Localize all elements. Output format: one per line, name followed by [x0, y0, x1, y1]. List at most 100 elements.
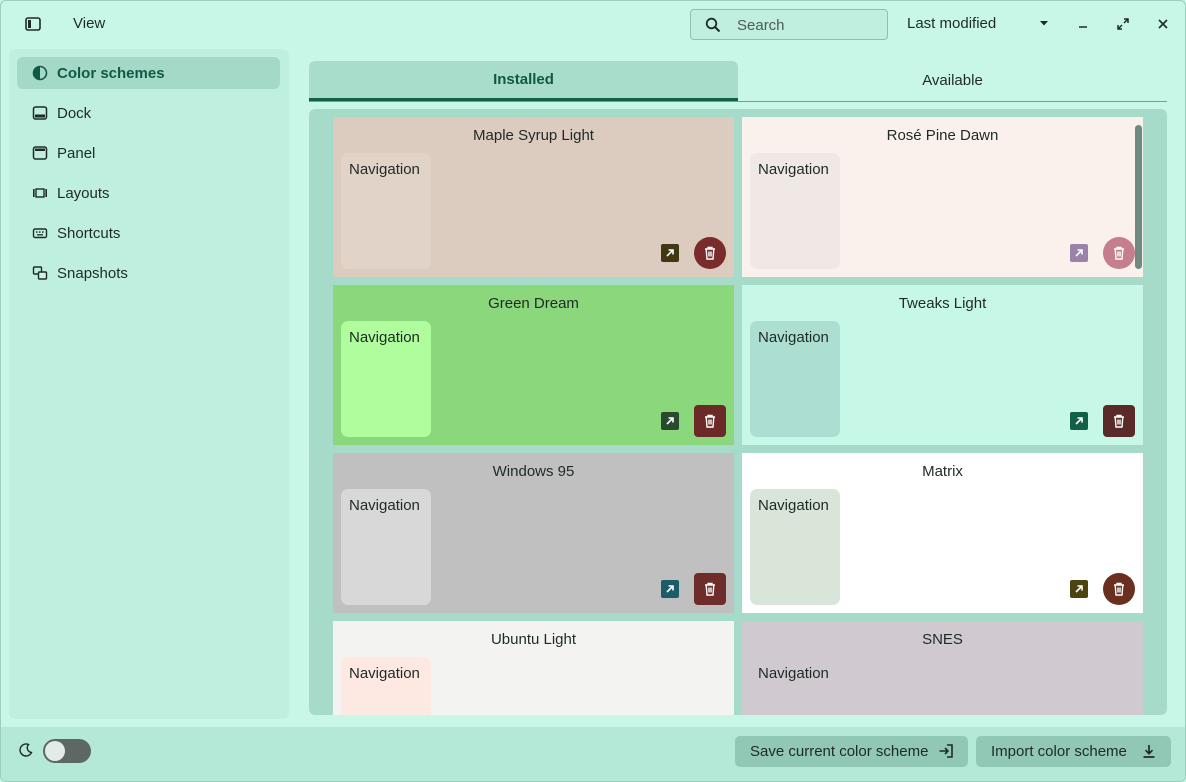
- sort-dropdown[interactable]: Last modified: [907, 15, 997, 32]
- sidebar-item-label: Dock: [57, 104, 92, 122]
- save-scheme-label: Save current color scheme: [750, 743, 929, 760]
- search-input[interactable]: [737, 16, 877, 34]
- scheme-nav-preview: [341, 321, 431, 437]
- scheme-name: Matrix: [922, 463, 963, 480]
- minimize-icon: [1079, 26, 1087, 28]
- dark-mode-toggle[interactable]: [43, 739, 91, 763]
- tab-bar: Installed Available: [309, 61, 1167, 102]
- maximize-button[interactable]: [1108, 9, 1138, 39]
- moon-icon: [19, 743, 33, 757]
- scheme-card[interactable]: Tweaks Light Navigation: [742, 285, 1143, 445]
- scheme-card[interactable]: Windows 95 Navigation: [333, 453, 734, 613]
- color-scheme-grid: Maple Syrup Light Navigation Rosé Pine D…: [309, 109, 1167, 715]
- sidebar-item-label: Layouts: [57, 184, 110, 202]
- trash-icon: [705, 246, 715, 260]
- arrow-up-right-icon: [1075, 417, 1083, 425]
- import-scheme-button[interactable]: Import color scheme: [976, 736, 1171, 767]
- scheme-name: Ubuntu Light: [490, 631, 577, 648]
- footer-bar: Save current color scheme Import color s…: [1, 727, 1185, 781]
- scheme-card[interactable]: SNES Navigation: [742, 621, 1143, 715]
- import-scheme-label: Import color scheme: [991, 743, 1127, 760]
- trash-icon: [1114, 414, 1124, 428]
- sidebar-toggle-icon: [25, 17, 41, 31]
- arrow-up-right-icon: [666, 585, 674, 593]
- trash-icon: [705, 414, 715, 428]
- scheme-nav-label: Navigation: [349, 329, 420, 346]
- export-button[interactable]: [661, 244, 679, 262]
- chevron-down-icon[interactable]: [1037, 16, 1051, 30]
- sidebar-item-label: Panel: [57, 144, 96, 162]
- download-icon: [1143, 745, 1155, 758]
- search-icon: [705, 17, 721, 33]
- arrow-up-right-icon: [1075, 585, 1083, 593]
- arrow-up-right-icon: [1075, 249, 1083, 257]
- scheme-name: Maple Syrup Light: [473, 127, 594, 144]
- sidebar-item-dock[interactable]: Dock: [17, 97, 280, 129]
- delete-button[interactable]: [694, 405, 726, 437]
- scheme-name: Windows 95: [492, 463, 575, 480]
- delete-button[interactable]: [1103, 405, 1135, 437]
- delete-button[interactable]: [1103, 573, 1135, 605]
- close-button[interactable]: [1148, 9, 1178, 39]
- maximize-icon: [1117, 18, 1129, 30]
- snapshots-icon: [32, 265, 48, 281]
- sidebar-item-shortcuts[interactable]: Shortcuts: [17, 217, 280, 249]
- sidebar-item-layouts[interactable]: Layouts: [17, 177, 280, 209]
- close-icon: [1158, 19, 1168, 29]
- view-menu-button[interactable]: View: [73, 15, 106, 32]
- scrollbar-thumb[interactable]: [1135, 125, 1142, 269]
- scheme-nav-label: Navigation: [349, 497, 420, 514]
- delete-button[interactable]: [1103, 237, 1135, 269]
- scheme-nav-label: Navigation: [349, 665, 420, 682]
- scheme-nav-label: Navigation: [758, 665, 829, 682]
- scheme-nav-preview: [341, 153, 431, 269]
- scheme-nav-preview: [750, 657, 840, 715]
- scheme-nav-preview: [750, 153, 840, 269]
- scheme-name: Tweaks Light: [898, 295, 987, 312]
- sidebar-item-color-schemes[interactable]: Color schemes: [17, 57, 280, 89]
- scheme-nav-preview: [750, 321, 840, 437]
- sidebar-item-panel[interactable]: Panel: [17, 137, 280, 169]
- scheme-card[interactable]: Rosé Pine Dawn Navigation: [742, 117, 1143, 277]
- scheme-nav-label: Navigation: [758, 497, 829, 514]
- tab-available[interactable]: Available: [922, 72, 983, 89]
- sidebar-toggle-button[interactable]: [18, 9, 48, 39]
- scheme-card[interactable]: Green Dream Navigation: [333, 285, 734, 445]
- scheme-card[interactable]: Ubuntu Light Navigation: [333, 621, 734, 715]
- scheme-nav-label: Navigation: [349, 161, 420, 178]
- sidebar: Color schemes Dock Panel Layouts Shortcu…: [9, 49, 289, 719]
- scheme-card[interactable]: Matrix Navigation: [742, 453, 1143, 613]
- panel-icon: [32, 145, 48, 161]
- scheme-nav-preview: [341, 489, 431, 605]
- keyboard-icon: [32, 225, 48, 241]
- arrow-up-right-icon: [666, 249, 674, 257]
- scheme-nav-preview: [750, 489, 840, 605]
- sidebar-item-label: Snapshots: [57, 264, 128, 282]
- scheme-name: SNES: [922, 631, 963, 648]
- layouts-icon: [32, 185, 48, 201]
- search-field[interactable]: [690, 9, 888, 40]
- delete-button[interactable]: [694, 237, 726, 269]
- trash-icon: [705, 582, 715, 596]
- export-button[interactable]: [661, 412, 679, 430]
- header-bar: View Last modified: [1, 1, 1185, 47]
- save-icon: [939, 744, 953, 758]
- tab-installed[interactable]: Installed: [309, 61, 738, 101]
- sidebar-item-snapshots[interactable]: Snapshots: [17, 257, 280, 289]
- scheme-name: Rosé Pine Dawn: [886, 127, 999, 144]
- scheme-card[interactable]: Maple Syrup Light Navigation: [333, 117, 734, 277]
- scheme-name: Green Dream: [488, 295, 579, 312]
- export-button[interactable]: [1070, 412, 1088, 430]
- sidebar-item-label: Color schemes: [57, 64, 165, 82]
- minimize-button[interactable]: [1068, 9, 1098, 39]
- dock-icon: [32, 105, 48, 121]
- scheme-nav-label: Navigation: [758, 161, 829, 178]
- save-scheme-button[interactable]: Save current color scheme: [735, 736, 968, 767]
- toggle-knob: [45, 741, 65, 761]
- arrow-up-right-icon: [666, 417, 674, 425]
- export-button[interactable]: [1070, 580, 1088, 598]
- export-button[interactable]: [1070, 244, 1088, 262]
- delete-button[interactable]: [694, 573, 726, 605]
- export-button[interactable]: [661, 580, 679, 598]
